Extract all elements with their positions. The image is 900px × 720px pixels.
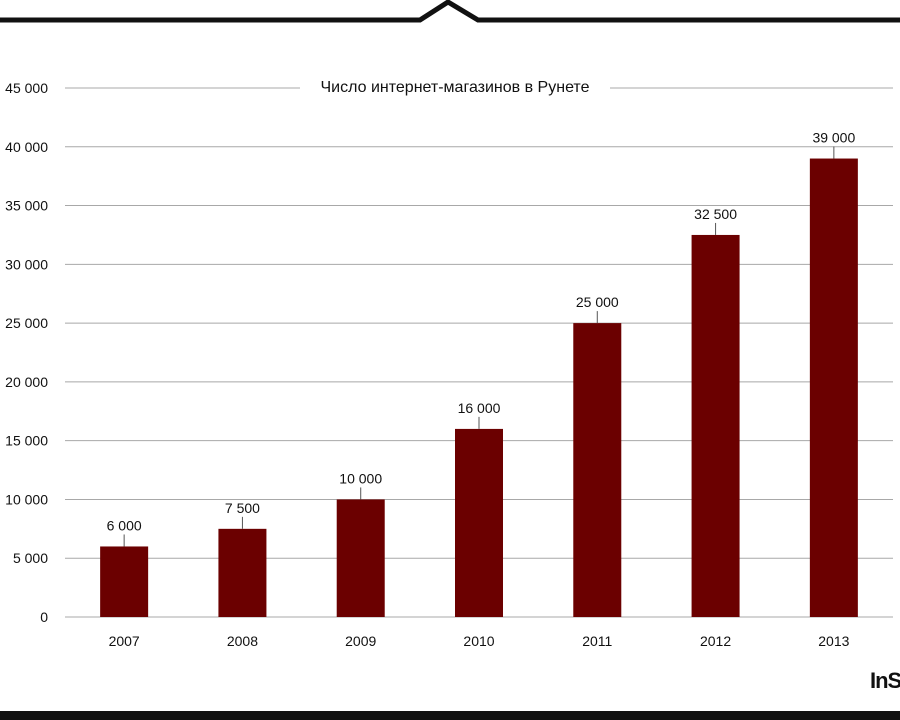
data-labels: 6 000 7 500 10 000 16 000 25 000 32 500 39 000 bbox=[107, 130, 855, 547]
data-label: 6 000 bbox=[107, 517, 142, 533]
data-label: 39 000 bbox=[812, 130, 855, 146]
y-tick-label: 5 000 bbox=[13, 550, 48, 566]
grid-lines bbox=[65, 87, 893, 618]
x-tick-label: 2011 bbox=[582, 633, 612, 649]
y-tick-label: 25 000 bbox=[5, 315, 48, 331]
bar-2011 bbox=[573, 323, 622, 617]
data-label: 32 500 bbox=[694, 206, 737, 222]
y-tick-label: 15 000 bbox=[5, 433, 48, 449]
y-tick-label: 45 000 bbox=[5, 80, 48, 96]
x-axis-tick-labels: 2007 2008 2009 2010 2011 2012 2013 bbox=[109, 633, 850, 649]
y-axis-tick-labels: 0 5 000 10 000 15 000 20 000 25 000 30 000 35 0… bbox=[5, 80, 48, 625]
y-tick-label: 20 000 bbox=[5, 374, 48, 390]
top-border-line bbox=[0, 0, 900, 23]
bar-2009 bbox=[336, 499, 385, 617]
bar-2007 bbox=[100, 546, 149, 617]
bar-2013 bbox=[809, 158, 858, 618]
x-tick-label: 2007 bbox=[109, 633, 140, 649]
data-label: 7 500 bbox=[225, 500, 260, 516]
x-tick-label: 2012 bbox=[700, 633, 731, 649]
x-tick-label: 2008 bbox=[227, 633, 258, 649]
y-tick-label: 35 000 bbox=[5, 198, 48, 214]
bars bbox=[100, 158, 858, 618]
data-label: 25 000 bbox=[576, 294, 619, 310]
chart-title: Число интернет-магазинов в Рунете bbox=[300, 78, 610, 98]
insales-logo: InS bbox=[870, 668, 900, 693]
data-label: 16 000 bbox=[458, 400, 501, 416]
y-tick-label: 30 000 bbox=[5, 256, 48, 272]
data-label: 10 000 bbox=[339, 470, 382, 486]
bar-2008 bbox=[218, 528, 267, 617]
x-tick-label: 2009 bbox=[345, 633, 376, 649]
y-tick-label: 0 bbox=[40, 609, 48, 625]
y-tick-label: 40 000 bbox=[5, 139, 48, 155]
x-tick-label: 2010 bbox=[463, 633, 494, 649]
x-tick-label: 2013 bbox=[818, 633, 849, 649]
bottom-border-bar bbox=[0, 711, 900, 720]
bar-2012 bbox=[691, 234, 740, 617]
bar-2010 bbox=[455, 428, 503, 617]
y-tick-label: 10 000 bbox=[5, 491, 48, 507]
